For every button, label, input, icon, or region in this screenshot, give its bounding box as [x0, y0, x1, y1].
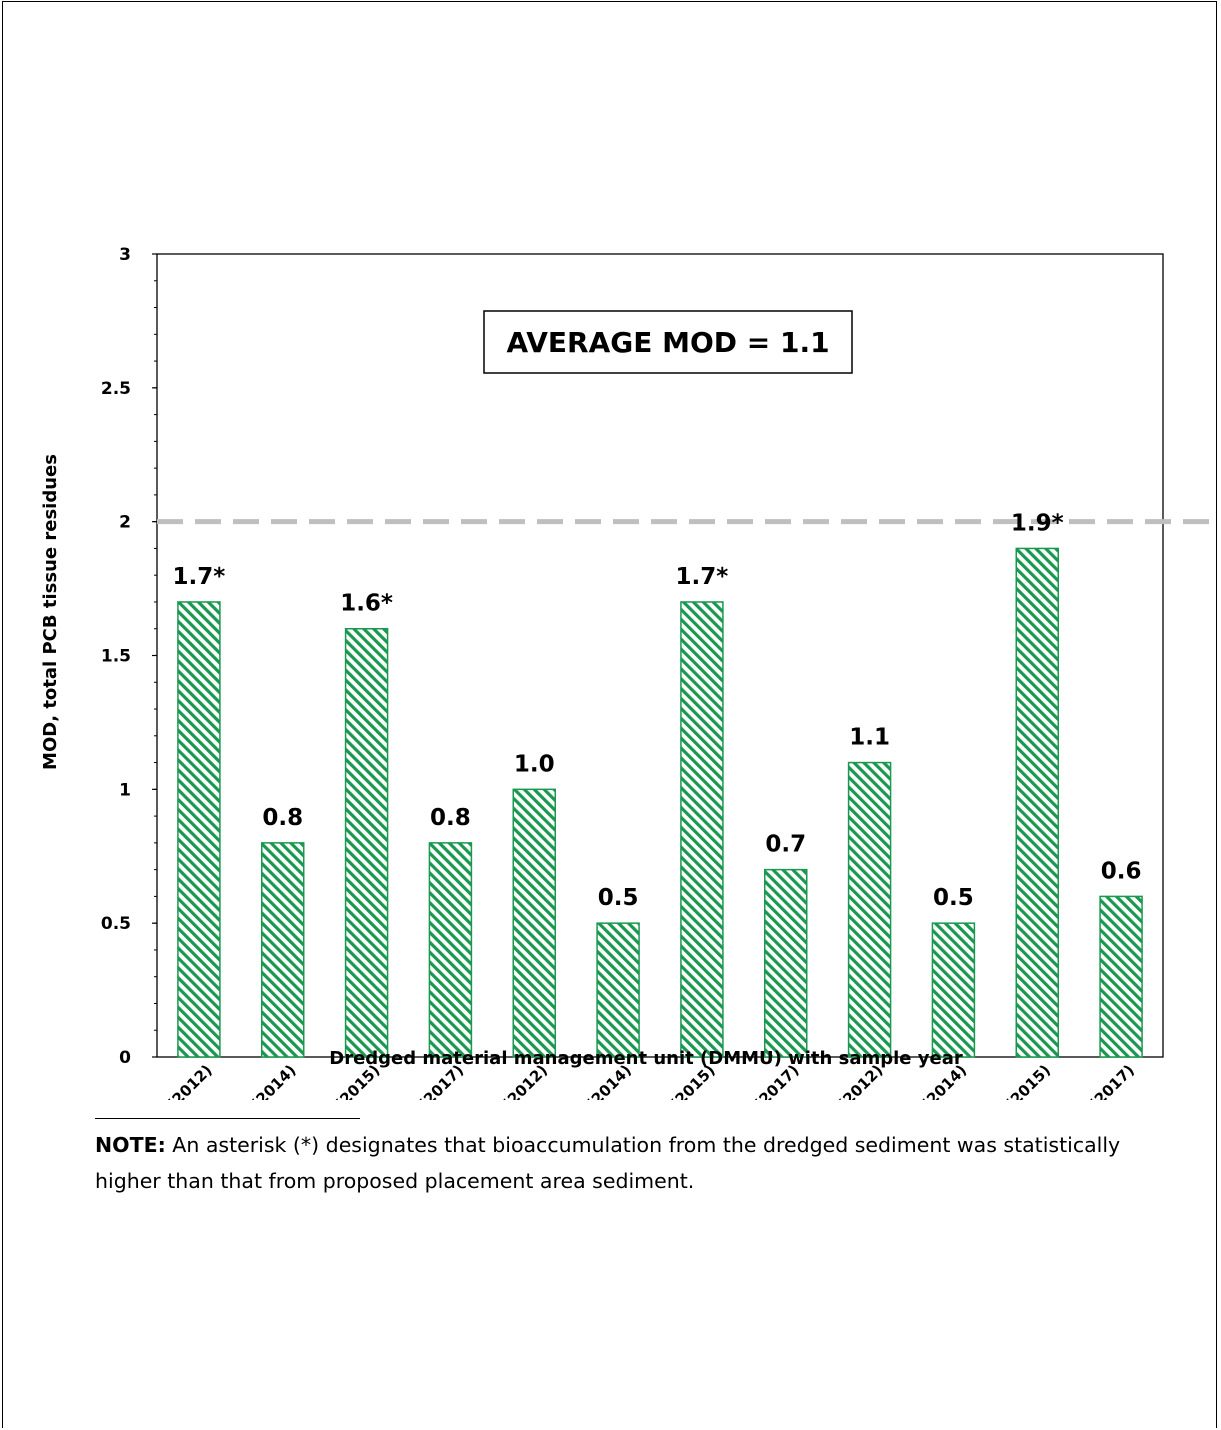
bar [177, 601, 221, 1058]
data-label: 1.0 [514, 751, 555, 777]
bar-chart: 0 0.5 1 1.5 2 2.5 3 1.7* 0.8 1.6* 0.8 1.0 0.5 1.7* 0.… [40, 245, 1221, 1100]
bar [1015, 547, 1059, 1058]
data-label: 0.5 [598, 885, 639, 911]
data-label: 1.7* [173, 564, 226, 590]
data-label: 1.7* [676, 564, 729, 590]
bars-group [177, 547, 1143, 1058]
data-label: 0.5 [933, 885, 974, 911]
note-text: An asterisk (*) designates that bioaccum… [95, 1133, 1121, 1193]
average-box-text: AVERAGE MOD = 1.1 [506, 326, 829, 359]
average-box-border [483, 310, 853, 374]
y-tick-label: 0 [119, 1048, 131, 1068]
y-tick-label: 3 [119, 245, 131, 265]
data-label: 0.8 [430, 805, 471, 831]
bar [680, 601, 724, 1058]
y-tick-label: 1 [119, 780, 131, 800]
bar [764, 868, 808, 1058]
bar [428, 842, 473, 1058]
note-label: NOTE: [95, 1133, 166, 1157]
x-title-spacer [0, 1050, 1221, 1090]
data-label: 0.8 [262, 805, 303, 831]
plot-area-frame [156, 253, 1164, 1058]
data-label: 1.6* [340, 591, 393, 617]
y-axis-title: MOD, total PCB tissue residues [40, 454, 61, 770]
bar [847, 761, 892, 1058]
y-tick-label: 1.5 [101, 647, 131, 667]
y-tick-label: 2 [119, 513, 131, 533]
bar [1099, 895, 1143, 1058]
data-label: 1.1 [849, 725, 890, 751]
bar [512, 788, 556, 1058]
note-separator-line [95, 1118, 360, 1119]
x-axis-title: Dredged material management unit (DMMU) … [329, 1048, 963, 1069]
data-label: 0.7 [765, 832, 806, 858]
footnote: NOTE: An asterisk (*) designates that bi… [95, 1127, 1175, 1199]
bar [261, 842, 305, 1058]
y-tick-label: 2.5 [101, 379, 131, 399]
average-annotation-box: AVERAGE MOD = 1.1 [483, 310, 853, 374]
bar [344, 627, 389, 1058]
data-label: 1.9* [1011, 510, 1064, 536]
bar [931, 922, 976, 1058]
y-axis: 0 0.5 1 1.5 2 2.5 3 [101, 245, 157, 1068]
y-tick-label: 0.5 [101, 914, 131, 934]
bar [596, 922, 640, 1058]
data-label: 0.6 [1101, 858, 1142, 884]
data-labels-group: 1.7* 0.8 1.6* 0.8 1.0 0.5 1.7* 0.7 1.1 0.5 1.9* 0.6 [173, 510, 1142, 911]
